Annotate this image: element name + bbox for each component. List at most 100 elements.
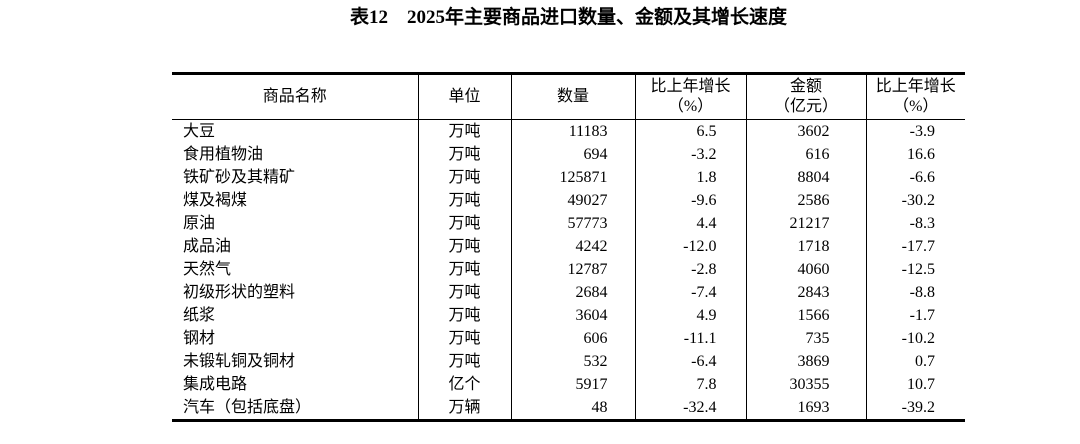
cell-commodity-name: 成品油 <box>183 238 232 255</box>
cell-amount: 1718 <box>745 235 866 258</box>
col-header-commodity-name: 商品名称 <box>172 73 418 120</box>
table-row: 汽车（包括底盘） 万辆 48 -32.4 1693 -39.2 <box>172 396 965 421</box>
cell-commodity-name: 大豆 <box>183 123 216 140</box>
cell-amount: 735 <box>745 327 866 350</box>
cell-unit: 万吨 <box>417 350 511 373</box>
table-body: 大豆 万吨 11183 6.5 3602 -3.9 食用植物油 万吨 694 -… <box>172 119 965 421</box>
col-header-amount-growth: 比上年增长 （%） <box>865 73 965 120</box>
cell-commodity-name: 集成电路 <box>183 376 248 393</box>
cell-commodity-name: 天然气 <box>183 261 232 278</box>
cell-quantity: 11183 <box>510 119 635 143</box>
table-title: 表12 2025年主要商品进口数量、金额及其增长速度 <box>349 7 787 28</box>
cell-commodity-name: 纸浆 <box>183 307 216 324</box>
cell-unit: 万吨 <box>417 143 511 166</box>
cell-quantity: 5917 <box>510 373 635 396</box>
cell-amount: 1693 <box>745 396 866 421</box>
cell-unit: 万吨 <box>417 119 511 143</box>
cell-amount: 2843 <box>745 281 866 304</box>
cell-amount: 3602 <box>745 119 866 143</box>
imports-table: 商品名称 单位 数量 比上年增长 （%） 金额 （亿元） 比上年增长 （%） <box>172 72 965 422</box>
cell-quantity: 4242 <box>510 235 635 258</box>
cell-quantity: 606 <box>510 327 635 350</box>
cell-quantity: 2684 <box>510 281 635 304</box>
cell-quantity-growth: -11.1 <box>634 327 746 350</box>
cell-quantity-growth: -2.8 <box>634 258 746 281</box>
cell-amount-growth: 0.7 <box>865 350 965 373</box>
cell-quantity: 3604 <box>510 304 635 327</box>
cell-quantity: 532 <box>510 350 635 373</box>
table-row: 初级形状的塑料 万吨 2684 -7.4 2843 -8.8 <box>172 281 965 304</box>
cell-quantity-growth: 7.8 <box>634 373 746 396</box>
cell-commodity-name: 食用植物油 <box>183 146 264 163</box>
cell-amount-growth: -8.3 <box>865 212 965 235</box>
cell-quantity-growth: -7.4 <box>634 281 746 304</box>
col-header-quantity-growth: 比上年增长 （%） <box>634 73 746 120</box>
cell-quantity-growth: -9.6 <box>634 189 746 212</box>
cell-quantity: 49027 <box>510 189 635 212</box>
col-header-quantity-growth-line2: （%） <box>667 98 714 115</box>
col-header-quantity-growth-line1: 比上年增长 <box>650 78 731 95</box>
cell-amount: 8804 <box>745 166 866 189</box>
col-header-amount-line1: 金额 <box>789 78 822 95</box>
cell-quantity: 694 <box>510 143 635 166</box>
cell-unit: 万吨 <box>417 212 511 235</box>
cell-commodity-name: 钢材 <box>183 330 216 347</box>
cell-unit: 万辆 <box>417 396 511 421</box>
document-page: 表12 2025年主要商品进口数量、金额及其增长速度 商品名称 单位 数量 比上… <box>172 0 965 422</box>
table-row: 未锻轧铜及铜材 万吨 532 -6.4 3869 0.7 <box>172 350 965 373</box>
table-row: 原油 万吨 57773 4.4 21217 -8.3 <box>172 212 965 235</box>
table-row: 钢材 万吨 606 -11.1 735 -10.2 <box>172 327 965 350</box>
cell-quantity-growth: 6.5 <box>634 119 746 143</box>
cell-quantity-growth: -3.2 <box>634 143 746 166</box>
table-row: 成品油 万吨 4242 -12.0 1718 -17.7 <box>172 235 965 258</box>
cell-quantity-growth: -32.4 <box>634 396 746 421</box>
cell-unit: 万吨 <box>417 189 511 212</box>
table-row: 食用植物油 万吨 694 -3.2 616 16.6 <box>172 143 965 166</box>
cell-quantity-growth: 4.4 <box>634 212 746 235</box>
col-header-amount-line2: （亿元） <box>773 98 838 115</box>
cell-amount-growth: -3.9 <box>865 119 965 143</box>
cell-quantity: 125871 <box>510 166 635 189</box>
cell-amount-growth: -8.8 <box>865 281 965 304</box>
cell-amount-growth: 16.6 <box>865 143 965 166</box>
table-row: 集成电路 亿个 5917 7.8 30355 10.7 <box>172 373 965 396</box>
cell-amount-growth: -1.7 <box>865 304 965 327</box>
cell-unit: 万吨 <box>417 258 511 281</box>
cell-commodity-name: 铁矿砂及其精矿 <box>183 169 296 186</box>
cell-unit: 万吨 <box>417 304 511 327</box>
cell-commodity-name: 未锻轧铜及铜材 <box>183 353 296 370</box>
cell-quantity: 57773 <box>510 212 635 235</box>
cell-unit: 万吨 <box>417 281 511 304</box>
table-row: 大豆 万吨 11183 6.5 3602 -3.9 <box>172 119 965 143</box>
cell-unit: 亿个 <box>417 373 511 396</box>
table-row: 天然气 万吨 12787 -2.8 4060 -12.5 <box>172 258 965 281</box>
cell-amount-growth: -17.7 <box>865 235 965 258</box>
table-row: 煤及褐煤 万吨 49027 -9.6 2586 -30.2 <box>172 189 965 212</box>
cell-amount: 616 <box>745 143 866 166</box>
cell-quantity-growth: 4.9 <box>634 304 746 327</box>
cell-commodity-name: 汽车（包括底盘） <box>183 399 312 416</box>
cell-commodity-name: 初级形状的塑料 <box>183 284 296 301</box>
cell-amount-growth: -30.2 <box>865 189 965 212</box>
cell-unit: 万吨 <box>417 166 511 189</box>
header-row: 商品名称 单位 数量 比上年增长 （%） 金额 （亿元） 比上年增长 （%） <box>172 73 965 120</box>
cell-amount-growth: -39.2 <box>865 396 965 421</box>
cell-unit: 万吨 <box>417 235 511 258</box>
cell-amount-growth: -10.2 <box>865 327 965 350</box>
cell-amount: 1566 <box>745 304 866 327</box>
cell-amount: 21217 <box>745 212 866 235</box>
cell-amount: 4060 <box>745 258 866 281</box>
cell-quantity: 12787 <box>510 258 635 281</box>
cell-amount: 2586 <box>745 189 866 212</box>
col-header-unit: 单位 <box>417 73 511 120</box>
cell-commodity-name: 煤及褐煤 <box>183 192 248 209</box>
col-header-amount-growth-line1: 比上年增长 <box>875 78 956 95</box>
cell-amount: 3869 <box>745 350 866 373</box>
cell-unit: 万吨 <box>417 327 511 350</box>
cell-amount-growth: -6.6 <box>865 166 965 189</box>
cell-quantity-growth: -6.4 <box>634 350 746 373</box>
cell-quantity-growth: 1.8 <box>634 166 746 189</box>
table-row: 铁矿砂及其精矿 万吨 125871 1.8 8804 -6.6 <box>172 166 965 189</box>
col-header-amount: 金额 （亿元） <box>745 73 866 120</box>
col-header-amount-growth-line2: （%） <box>893 98 939 115</box>
